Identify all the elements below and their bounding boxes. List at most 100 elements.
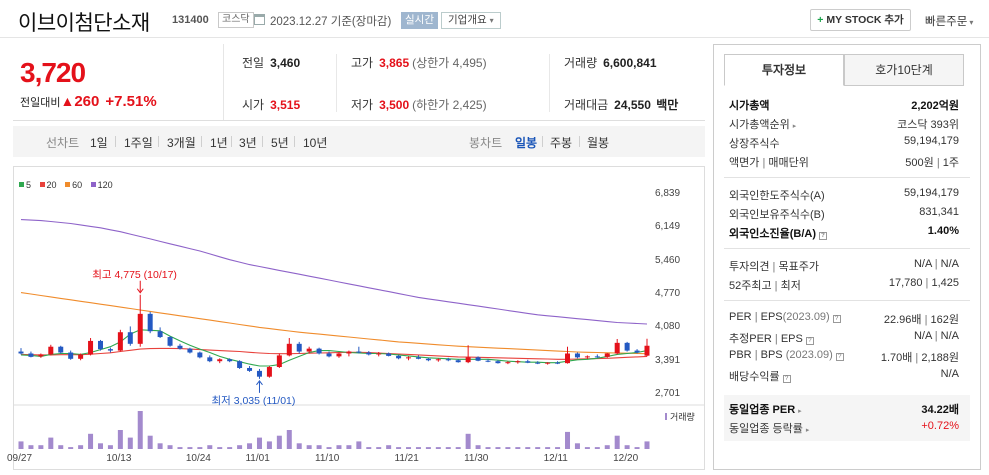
my-stock-add-button[interactable]: + MY STOCK 추가 xyxy=(810,9,911,31)
candle-daily[interactable]: 일봉 xyxy=(515,136,538,150)
candle-body xyxy=(107,349,113,351)
help-icon[interactable]: ? xyxy=(835,353,844,361)
y-tick-label: 3,391 xyxy=(655,354,681,366)
candle-chart-button[interactable]: 봉차트 xyxy=(469,136,503,150)
volume-bar xyxy=(376,447,382,449)
candle-body xyxy=(346,351,352,354)
plus-icon: + xyxy=(817,14,824,26)
x-tick-label: 11/01 xyxy=(245,453,270,464)
realtime-button[interactable]: 실시간 xyxy=(401,12,438,29)
x-tick-label: 11/21 xyxy=(394,453,419,464)
chevron-down-icon: ▾ xyxy=(969,18,974,27)
volume-bar xyxy=(286,430,292,449)
period-1y[interactable]: 1년 xyxy=(210,136,228,150)
candle-body xyxy=(237,361,243,368)
candle-body xyxy=(68,352,74,359)
candle-body xyxy=(336,353,342,357)
stock-header: 이브이첨단소재 131400 코스닥 2023.12.27 기준(장마감) 실시… xyxy=(0,0,989,38)
volume-bar xyxy=(316,445,322,449)
market-cap-row: 시가총액 2,202억원 xyxy=(729,100,959,112)
volume-bar xyxy=(247,443,253,449)
x-tick-label: 10/24 xyxy=(185,453,211,464)
help-icon[interactable]: ? xyxy=(819,232,827,240)
candle-monthly[interactable]: 월봉 xyxy=(587,136,610,150)
candle-body xyxy=(157,331,163,338)
volume-bar xyxy=(48,437,54,449)
high-annotation: 최고 4,775 (10/17) xyxy=(92,268,177,281)
up-arrow-icon: ▲ xyxy=(60,93,75,109)
volume-bar xyxy=(574,443,580,449)
volume-bar xyxy=(465,433,471,449)
div-yield-row: 배당수익률? N/A xyxy=(729,368,959,383)
low-arrowhead xyxy=(256,380,263,386)
candle-body xyxy=(525,361,531,363)
period-1d[interactable]: 1일 xyxy=(90,136,108,150)
volume-bar xyxy=(147,435,153,449)
price-chart[interactable]: 5 20 60 120 6,839 6,149 5,460 4,770 4,080 3,3… xyxy=(7,166,705,470)
candle-body xyxy=(376,353,382,355)
candle-weekly[interactable]: 주봉 xyxy=(550,136,573,150)
candle-body xyxy=(38,354,44,357)
opinion-row: 투자의견 | 목표주가 N/A | N/A xyxy=(729,258,959,273)
period-3m[interactable]: 3개월 xyxy=(167,136,196,150)
x-tick-label: 11/30 xyxy=(464,453,489,464)
period-3y[interactable]: 3년 xyxy=(239,136,257,150)
help-icon[interactable]: ? xyxy=(832,315,841,323)
volume-bar xyxy=(276,435,282,449)
x-tick-label: 11/10 xyxy=(315,453,340,464)
sector-change-row[interactable]: 동일업종 등락률 ▸ +0.72% xyxy=(729,420,959,435)
volume-bar xyxy=(107,445,113,449)
period-10y[interactable]: 10년 xyxy=(303,136,328,150)
company-overview-button[interactable]: 기업개요 ▾ xyxy=(441,12,501,29)
period-1w[interactable]: 1주일 xyxy=(124,136,153,150)
candle-body xyxy=(445,359,451,361)
volume-legend: 거래량 xyxy=(665,410,695,423)
volume-bar xyxy=(545,447,551,449)
x-tick-label: 10/13 xyxy=(106,453,132,464)
volume-bar xyxy=(495,447,501,449)
candle-body xyxy=(415,357,421,359)
high-price: 고가 3,865 (상한가 4,495) xyxy=(351,56,487,70)
volume-bar xyxy=(97,443,103,449)
candle-body xyxy=(97,340,103,350)
candle-body xyxy=(515,361,521,363)
candle-body xyxy=(167,337,173,346)
help-icon[interactable]: ? xyxy=(805,337,814,345)
period-5y[interactable]: 5년 xyxy=(271,136,289,150)
candle-body xyxy=(495,361,501,364)
chart-toolbar: 선차트 1일 1주일 3개월 1년 3년 5년 10년 봉차트 일봉 주봉 월봉 xyxy=(13,126,705,157)
candle-body xyxy=(545,362,551,364)
volume-bar xyxy=(604,445,610,449)
candle-body xyxy=(624,342,630,351)
candle-body xyxy=(58,346,64,353)
candle-body xyxy=(594,356,600,358)
change-percent: +7.51% xyxy=(105,93,157,110)
help-icon[interactable]: ? xyxy=(782,375,791,383)
volume-bar xyxy=(18,441,24,449)
sector-per-row[interactable]: 동일업종 PER ▸ 34.22배 xyxy=(729,404,959,416)
stock-code: 131400 xyxy=(172,14,209,26)
volume-bar xyxy=(217,447,223,449)
volume-bar xyxy=(366,447,372,449)
volume-bar xyxy=(296,443,302,449)
candle-body xyxy=(256,370,262,377)
candle-body xyxy=(396,355,402,359)
tab-orderbook[interactable]: 호가10단계 xyxy=(844,54,964,86)
volume-bar xyxy=(38,445,44,449)
volume-bar xyxy=(177,447,183,449)
x-tick-label: 12/20 xyxy=(613,453,639,464)
candle-body xyxy=(604,353,610,357)
y-tick-label: 4,080 xyxy=(655,321,681,333)
quick-order-button[interactable]: 빠른주문 ▾ xyxy=(925,16,974,28)
y-tick-label: 6,149 xyxy=(655,221,681,233)
tab-investment-info[interactable]: 투자정보 xyxy=(724,54,844,86)
market-cap-rank-row[interactable]: 시가총액순위 ▸ 코스닥 393위 xyxy=(729,119,959,131)
candle-body xyxy=(425,358,431,361)
foreign-limit-row: 외국인한도주식수(A) 59,194,179 xyxy=(729,187,959,202)
candle-body xyxy=(366,352,372,355)
volume-bar xyxy=(475,445,481,449)
volume-bar xyxy=(505,447,511,449)
line-chart-button[interactable]: 선차트 xyxy=(46,136,80,150)
candle-body xyxy=(177,345,183,349)
candle-body xyxy=(614,342,620,354)
